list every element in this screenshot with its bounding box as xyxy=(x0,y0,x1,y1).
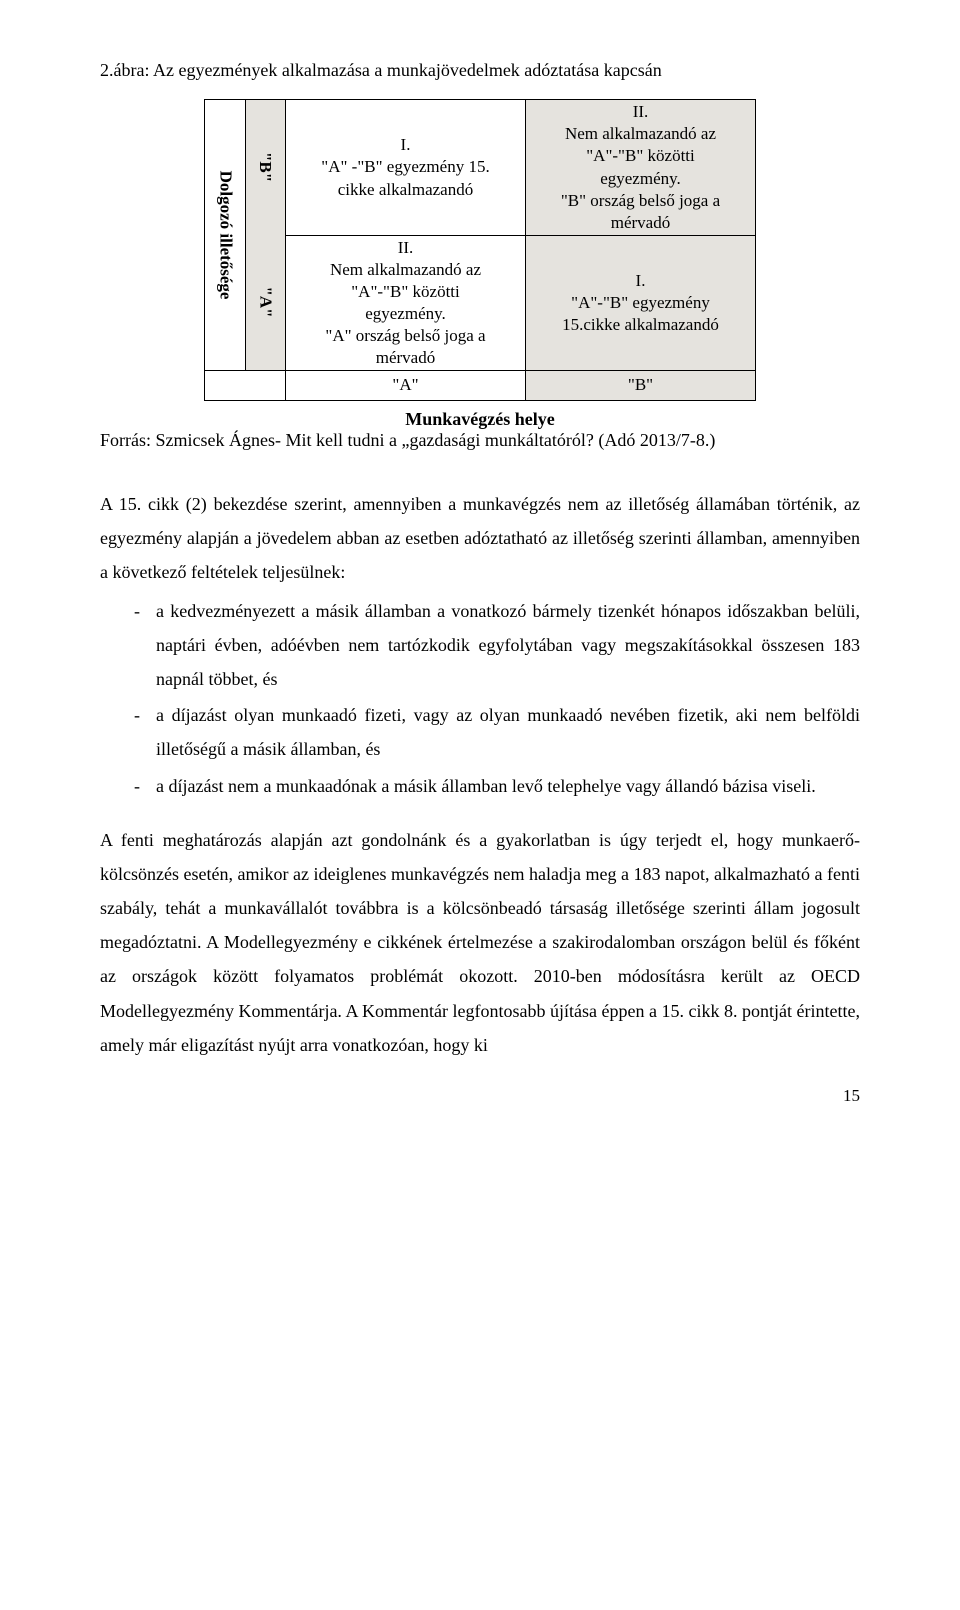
figure-table-wrapper: Dolgozó illetősége "B" "A" I. "A" -"B" e… xyxy=(100,99,860,401)
list-item: a díjazást olyan munkaadó fizeti, vagy a… xyxy=(134,698,860,766)
row-label-b: "B" xyxy=(245,100,285,235)
spacer-bottom-left xyxy=(205,370,285,400)
col-label-a: "A" xyxy=(285,370,525,400)
cell-b-a: I. "A" -"B" egyezmény 15. cikke alkalmaz… xyxy=(285,100,525,235)
row-label-a: "A" xyxy=(245,235,285,370)
row-label-a-text: "A" xyxy=(254,287,276,318)
figure-caption: Munkavégzés helye xyxy=(100,409,860,430)
row-label-b-text: "B" xyxy=(254,152,276,182)
row-header-dolgozo: Dolgozó illetősége xyxy=(205,100,245,370)
paragraph-lead: A 15. cikk (2) bekezdése szerint, amenny… xyxy=(100,487,860,590)
figure-source: Forrás: Szmicsek Ágnes- Mit kell tudni a… xyxy=(100,430,860,451)
figure-title: 2.ábra: Az egyezmények alkalmazása a mun… xyxy=(100,60,860,81)
col-label-b: "B" xyxy=(525,370,755,400)
cell-b-b: II. Nem alkalmazandó az "A"-"B" közötti … xyxy=(525,100,755,235)
paragraph-2: A fenti meghatározás alapján azt gondoln… xyxy=(100,823,860,1062)
page-number: 15 xyxy=(100,1086,860,1106)
bullet-list: a kedvezményezett a másik államban a von… xyxy=(100,594,860,803)
list-item: a díjazást nem a munkaadónak a másik áll… xyxy=(134,769,860,803)
figure-grid: Dolgozó illetősége "B" "A" I. "A" -"B" e… xyxy=(204,99,756,401)
list-item: a kedvezményezett a másik államban a von… xyxy=(134,594,860,697)
cell-a-a: II. Nem alkalmazandó az "A"-"B" közötti … xyxy=(285,235,525,370)
row-header-label: Dolgozó illetősége xyxy=(214,171,236,300)
cell-a-b: I. "A"-"B" egyezmény 15.cikke alkalmazan… xyxy=(525,235,755,370)
